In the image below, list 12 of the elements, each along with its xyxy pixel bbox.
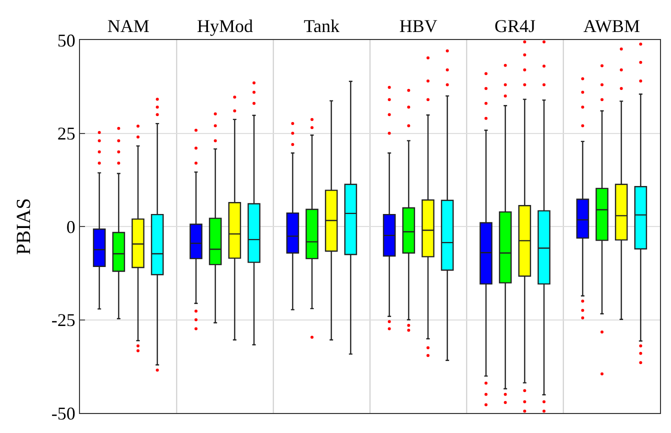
- x-tick-label: NAM: [107, 16, 150, 36]
- y-tick-label: 50: [57, 30, 76, 50]
- x-tick-label: HBV: [399, 16, 438, 36]
- y-tick-label: 0: [66, 216, 76, 237]
- x-tick-label: AWBM: [583, 16, 640, 36]
- y-tick-label: 25: [57, 124, 76, 144]
- y-tick-label: -25: [51, 310, 76, 330]
- x-tick-label: GR4J: [494, 16, 536, 36]
- y-tick-label: -50: [51, 403, 76, 424]
- y-axis-title: PBIAS: [12, 198, 35, 255]
- x-tick-label: Tank: [304, 16, 340, 36]
- x-tick-label: HyMod: [196, 16, 254, 36]
